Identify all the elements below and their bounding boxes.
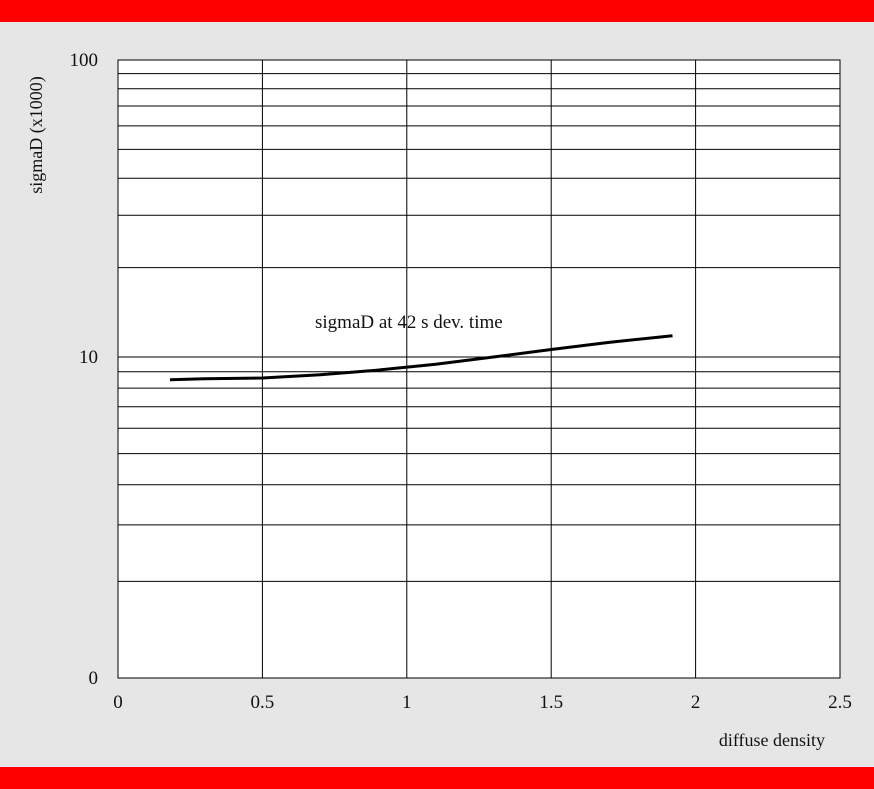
plot-area [118, 60, 840, 678]
x-tick-label: 1 [402, 692, 412, 713]
top-banner [0, 0, 874, 22]
x-tick-label: 2.5 [828, 692, 852, 713]
series-annotation: sigmaD at 42 s dev. time [315, 312, 503, 333]
y-tick-label: 100 [70, 50, 99, 71]
x-axis-label: diffuse density [719, 730, 825, 750]
x-tick-label: 0.5 [251, 692, 275, 713]
bottom-banner [0, 767, 874, 789]
series-line [169, 334, 673, 382]
y-tick-label: 0 [89, 668, 99, 689]
x-tick-labels: 0 0.5 1 1.5 2 2.5 [113, 692, 852, 713]
plot-border [117, 59, 841, 679]
x-tick-label: 2 [691, 692, 701, 713]
x-tick-label: 0 [113, 692, 123, 713]
y-tick-label: 10 [79, 347, 98, 368]
y-axis-label: sigmaD (x1000) [26, 76, 47, 193]
y-tick-labels: 0 10 100 [70, 50, 99, 689]
grid-lines [117, 59, 841, 679]
x-tick-label: 1.5 [539, 692, 563, 713]
